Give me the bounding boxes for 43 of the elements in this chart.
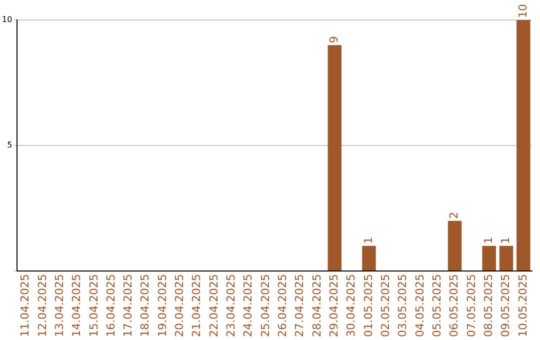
x-tick-label: 01.05.2025 [362,274,375,338]
x-tick-label: 27.04.2025 [293,274,306,338]
x-tick-label: 29.04.2025 [328,274,341,338]
data-label: 10 [516,4,530,18]
x-tick-label: 04.05.2025 [413,274,426,338]
x-tick-label: 22.04.2025 [207,274,220,338]
bar [448,220,462,271]
x-tick-label: 24.04.2025 [242,274,255,338]
x-tick-label: 23.04.2025 [224,274,238,338]
data-label: 1 [482,236,495,244]
x-tick-label: 02.05.2025 [378,274,392,338]
bar [516,20,530,271]
x-tick-label: 07.05.2025 [464,274,478,338]
x-tick-label: 05.05.2025 [430,274,444,338]
x-tick-label: 03.05.2025 [396,274,410,338]
data-label: 9 [328,36,341,44]
x-tick-label: 20.04.2025 [173,274,186,338]
data-label: 1 [499,236,512,244]
bar [482,246,496,271]
x-tick-label: 21.04.2025 [190,274,204,338]
x-tick-label: 14.04.2025 [70,274,84,338]
bar [362,246,376,271]
x-tick-label: 15.04.2025 [87,274,100,338]
x-tick-label: 12.04.2025 [36,274,49,338]
x-tick-label: 30.04.2025 [344,274,358,338]
x-tick-label: 06.05.2025 [448,274,461,338]
x-tick-label: 10.05.2025 [516,274,530,338]
x-tick-label: 18.04.2025 [138,274,152,338]
x-tick-label: 11.04.2025 [18,274,32,338]
x-tick-label: 26.04.2025 [276,274,290,338]
x-tick-label: 17.04.2025 [122,274,135,338]
bar [499,246,514,271]
x-tick-label: 16.04.2025 [104,274,118,338]
x-tick-label: 25.04.2025 [258,274,272,338]
x-tick-label: 09.05.2025 [499,274,512,338]
y-tick-label: 5 [7,140,12,150]
data-label: 1 [362,236,375,244]
x-tick-label: 13.04.2025 [52,274,66,338]
x-tick-label: 19.04.2025 [156,274,169,338]
bar [328,45,342,271]
x-tick-label: 08.05.2025 [482,274,495,338]
x-tick-label: 28.04.2025 [310,274,324,338]
data-label: 2 [448,212,461,219]
